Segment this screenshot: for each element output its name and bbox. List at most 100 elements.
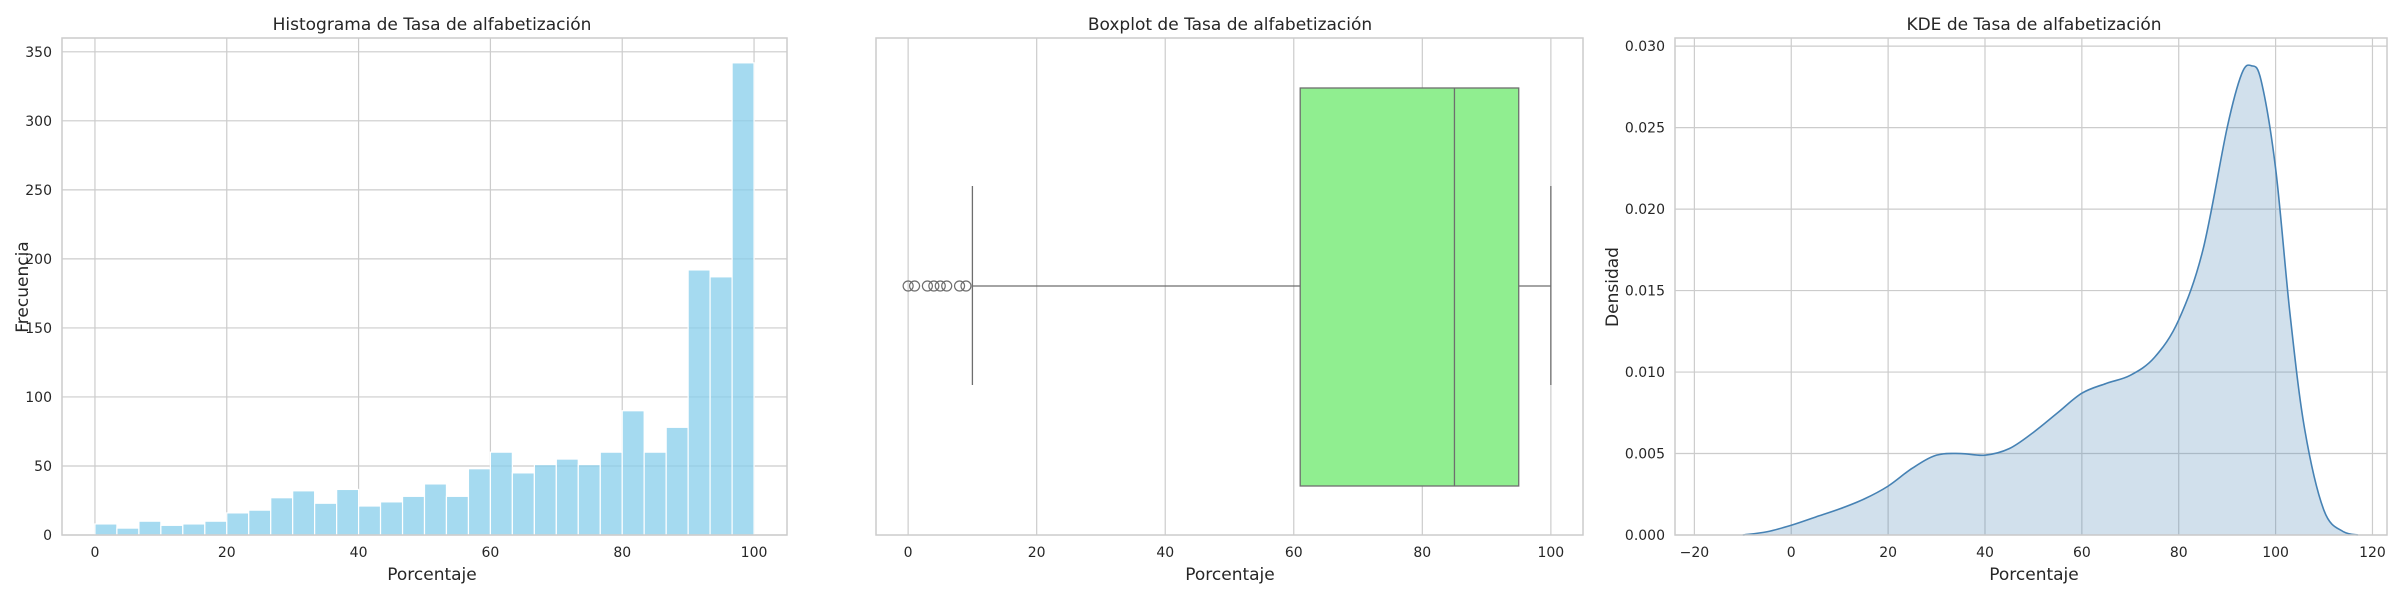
- boxplot-panel: Boxplot de Tasa de alfabetización 0 20 40 6…: [875, 15, 1584, 585]
- boxplot-outlier: [928, 280, 940, 292]
- histogram-bar: [533, 463, 557, 536]
- histogram-bar: [94, 523, 118, 536]
- histogram-title: Histograma de Tasa de alfabetización: [273, 15, 592, 35]
- histogram-xtick-label: 100: [741, 545, 768, 561]
- boxplot-title: Boxplot de Tasa de alfabetización: [1088, 15, 1372, 35]
- histogram-bar: [467, 468, 492, 536]
- boxplot-xlabel: Porcentaje: [1185, 565, 1275, 585]
- kde-xtick-label: 100: [2262, 545, 2289, 561]
- kde-xtick-label: 40: [1976, 545, 1994, 561]
- histogram-bar: [643, 451, 667, 536]
- histogram-ytick-label: 100: [25, 390, 52, 406]
- kde-ytick-label: 0.025: [1625, 121, 1665, 137]
- histogram-bar: [731, 62, 755, 536]
- histogram-xtick-label: 40: [350, 545, 368, 561]
- kde-xtick-label: 0: [1787, 545, 1796, 561]
- kde-curve: [1742, 64, 2359, 536]
- kde-xticks: −20 0 20 40 60 80 100 120: [1680, 545, 2386, 561]
- boxplot-outlier: [960, 280, 972, 292]
- histogram-bar: [204, 520, 228, 536]
- histogram-ytick-label: 250: [25, 183, 52, 199]
- kde-xtick-label: 120: [2359, 545, 2386, 561]
- histogram-bar: [138, 520, 162, 536]
- boxplot-xticks: 0 20 40 60 80 100: [904, 545, 1565, 561]
- histogram-xtick-label: 80: [613, 545, 631, 561]
- kde-yticks: 0.000 0.005 0.010 0.015 0.020 0.025 0.030: [1625, 39, 1665, 544]
- histogram-xtick-label: 0: [90, 545, 99, 561]
- histogram-bar: [248, 509, 272, 536]
- kde-xtick-label: 20: [1879, 545, 1897, 561]
- histogram-bar: [226, 512, 250, 536]
- histogram-bar: [336, 488, 360, 536]
- kde-ytick-label: 0.015: [1625, 284, 1665, 300]
- boxplot-outlier: [921, 280, 934, 292]
- histogram-bar: [709, 276, 733, 536]
- boxplot-outlier: [908, 280, 921, 292]
- kde-ytick-label: 0.020: [1625, 202, 1665, 218]
- histogram-ytick-label: 0: [43, 528, 52, 544]
- kde-ytick-label: 0.010: [1625, 365, 1665, 381]
- histogram-bar: [401, 495, 426, 536]
- kde-xlabel: Porcentaje: [1989, 565, 2079, 585]
- boxplot-outlier: [934, 280, 946, 292]
- histogram-ylabel: Frecuencia: [13, 241, 33, 332]
- kde-ytick-label: 0.030: [1625, 39, 1665, 55]
- histogram-bar: [555, 458, 579, 536]
- histogram-ytick-label: 350: [25, 45, 52, 61]
- kde-grid: [1675, 38, 2387, 536]
- kde-ytick-label: 0.005: [1625, 447, 1665, 463]
- boxplot-outlier: [941, 280, 953, 292]
- histogram-bar: [116, 527, 140, 536]
- kde-xtick-label: 60: [2073, 545, 2091, 561]
- histogram-ytick-label: 200: [25, 252, 52, 268]
- histogram-bar: [621, 410, 645, 536]
- histogram-bars: [94, 62, 755, 536]
- histogram-ytick-label: 50: [34, 459, 52, 475]
- boxplot-box: [902, 87, 1552, 487]
- histogram-bar: [379, 501, 404, 536]
- histogram-bar: [160, 524, 184, 536]
- histogram-bar: [357, 505, 382, 536]
- kde-xtick-label: −20: [1680, 545, 1710, 561]
- histogram-xlabel: Porcentaje: [387, 565, 477, 585]
- kde-ylabel: Densidad: [1603, 247, 1623, 327]
- boxplot-xtick-label: 80: [1413, 545, 1431, 561]
- boxplot-xtick-label: 100: [1537, 545, 1564, 561]
- histogram-bar: [314, 502, 338, 536]
- histogram-bar: [665, 426, 689, 536]
- histogram-bar: [511, 472, 535, 536]
- kde-frame: [1674, 37, 2388, 536]
- kde-panel: KDE de Tasa de alfabetización −20 0 20 40 60…: [1603, 15, 2388, 585]
- kde-area: [1742, 65, 2358, 536]
- histogram-bar: [489, 451, 513, 536]
- histogram-bar: [182, 523, 206, 536]
- histogram-bar: [445, 495, 470, 536]
- boxplot-xtick-label: 60: [1285, 545, 1303, 561]
- histogram-xtick-label: 60: [481, 545, 499, 561]
- kde-ytick-label: 0.000: [1625, 528, 1665, 544]
- kde-title: KDE de Tasa de alfabetización: [1906, 15, 2161, 35]
- histogram-ytick-label: 150: [25, 321, 52, 337]
- kde-xtick-label: 80: [2170, 545, 2188, 561]
- boxplot-outlier: [902, 280, 914, 292]
- histogram-ytick-label: 300: [25, 114, 52, 130]
- histogram-bar: [687, 269, 711, 536]
- histogram-bar: [270, 497, 294, 536]
- boxplot-xtick-label: 40: [1156, 545, 1174, 561]
- kde-line: [1742, 64, 2359, 536]
- boxplot-xtick-label: 0: [904, 545, 913, 561]
- histogram-bar: [423, 483, 448, 536]
- boxplot-xtick-label: 20: [1028, 545, 1046, 561]
- histogram-xticks: 0 20 40 60 80 100: [90, 545, 767, 561]
- histogram-bar: [599, 451, 623, 536]
- histogram-bar: [292, 490, 316, 536]
- histogram-yticks: 0 50 100 150 200 250 300 350: [25, 45, 52, 544]
- histogram-bar: [577, 463, 601, 536]
- histogram-panel: Histograma de Tasa de alfabetización 0 20…: [13, 15, 788, 585]
- histogram-frame: [61, 37, 788, 536]
- boxplot-frame: [875, 37, 1584, 536]
- boxplot-iqr-box: [1299, 87, 1520, 487]
- boxplot-outlier: [953, 280, 966, 292]
- histogram-xtick-label: 20: [218, 545, 236, 561]
